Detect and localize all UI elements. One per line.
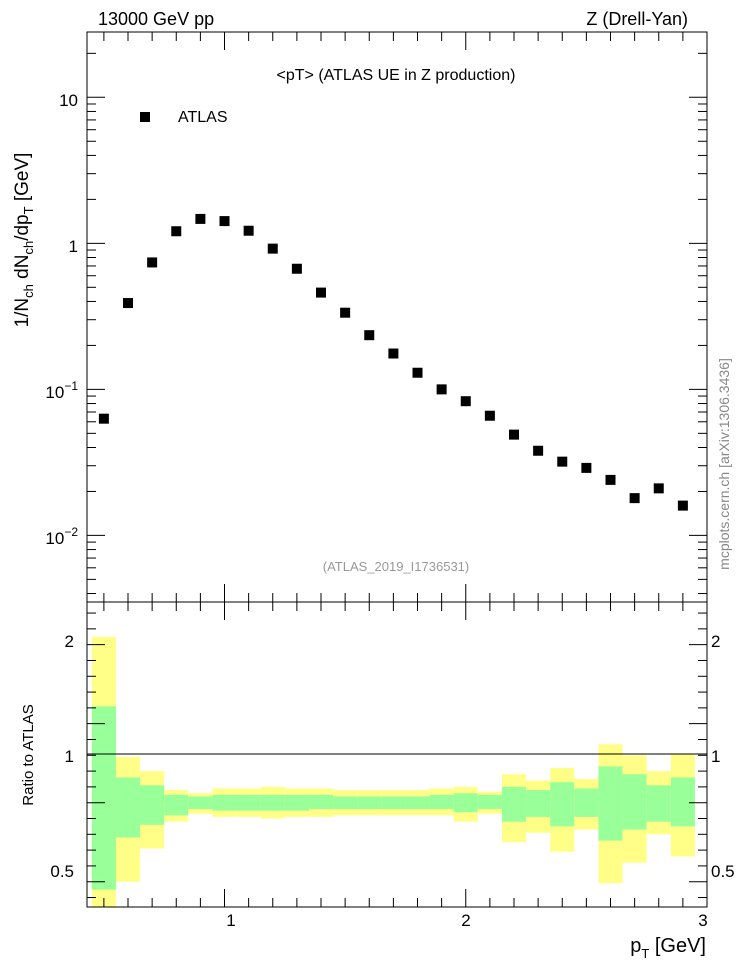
green-band-bin: [405, 796, 430, 810]
green-band-bin: [164, 794, 189, 816]
green-band-bin: [308, 794, 334, 810]
data-point: [291, 263, 302, 274]
green-band-bin: [188, 796, 213, 810]
ratio-y-axis-label: Ratio to ATLAS: [20, 704, 37, 805]
data-point: [677, 500, 688, 511]
y-tick-label-10: 10: [59, 91, 78, 110]
green-band-bin: [622, 774, 647, 830]
y-tick-label-0.1: 10−1: [45, 379, 78, 402]
ratio-y-tick-left-0.5: 0.5: [50, 862, 74, 881]
green-band-bin: [140, 785, 165, 825]
data-point: [340, 307, 351, 318]
watermark-label: mcplots.cern.ch [arXiv:1306.3436]: [716, 358, 732, 570]
x-tick-label-1: 1: [226, 911, 235, 930]
x-axis-label: pT [GeV]: [630, 935, 706, 961]
green-band-bin: [260, 794, 285, 811]
ratio-y-tick-right-0.5: 0.5: [711, 862, 735, 881]
data-point: [316, 287, 327, 298]
green-band-bin: [381, 796, 406, 810]
data-point: [581, 462, 592, 473]
green-band-bin: [236, 794, 261, 811]
green-band-bin: [429, 794, 454, 810]
y-tick-label-1: 1: [69, 237, 78, 256]
data-point: [533, 445, 544, 456]
data-point: [460, 396, 471, 407]
green-band-bin: [646, 785, 671, 822]
y-tick-label-0.01: 10−2: [45, 525, 78, 548]
main-y-axis-label: 1/Nch dNch/dpT [GeV]: [12, 153, 36, 328]
data-point: [557, 456, 568, 467]
green-band-bin: [453, 793, 478, 813]
legend-label-atlas: ATLAS: [178, 109, 228, 126]
data-point: [267, 243, 278, 254]
main-data-points: [98, 213, 688, 511]
data-point: [412, 367, 423, 378]
data-point: [484, 410, 495, 421]
data-point: [364, 330, 375, 341]
green-band-bin: [670, 777, 695, 827]
green-band-bin: [115, 777, 141, 838]
legend-marker-atlas: [140, 112, 150, 122]
green-band-bin: [598, 766, 623, 841]
data-point: [509, 429, 520, 440]
green-band-bin: [550, 782, 575, 827]
green-band-bin: [526, 790, 551, 817]
data-point: [195, 213, 206, 224]
green-band-bin: [501, 786, 527, 822]
main-axis-ticks: [87, 32, 708, 602]
energy-label: 13000 GeV pp: [98, 9, 214, 29]
data-point: [123, 298, 134, 309]
x-tick-label-2: 2: [461, 911, 470, 930]
data-point: [219, 216, 230, 227]
green-band-bin: [357, 796, 382, 810]
ratio-axis-ticks: [87, 602, 708, 907]
green-band-bin: [212, 794, 237, 811]
data-point: [171, 226, 182, 237]
data-point: [629, 493, 640, 504]
analysis-id-label: (ATLAS_2019_I1736531): [323, 559, 469, 574]
green-band-bin: [477, 794, 502, 810]
data-point: [147, 257, 158, 268]
ratio-y-tick-left-1: 1: [65, 747, 74, 766]
green-band-bin: [91, 706, 116, 890]
data-point: [98, 413, 109, 424]
ratio-bands: [91, 636, 695, 907]
green-band-bin: [284, 794, 309, 811]
ratio-y-tick-left-2: 2: [65, 632, 74, 651]
plot-title: <pT> (ATLAS UE in Z production): [277, 67, 516, 84]
data-point: [653, 483, 664, 494]
data-point: [243, 225, 254, 236]
process-label: Z (Drell-Yan): [586, 9, 688, 29]
x-tick-label-3: 3: [698, 911, 707, 930]
green-band-bin: [333, 796, 358, 810]
data-point: [436, 384, 447, 395]
ratio-y-tick-right-2: 2: [711, 632, 720, 651]
data-point: [388, 348, 399, 359]
ratio-y-tick-right-1: 1: [711, 747, 720, 766]
green-band-bin: [574, 788, 599, 817]
data-point: [605, 474, 616, 485]
